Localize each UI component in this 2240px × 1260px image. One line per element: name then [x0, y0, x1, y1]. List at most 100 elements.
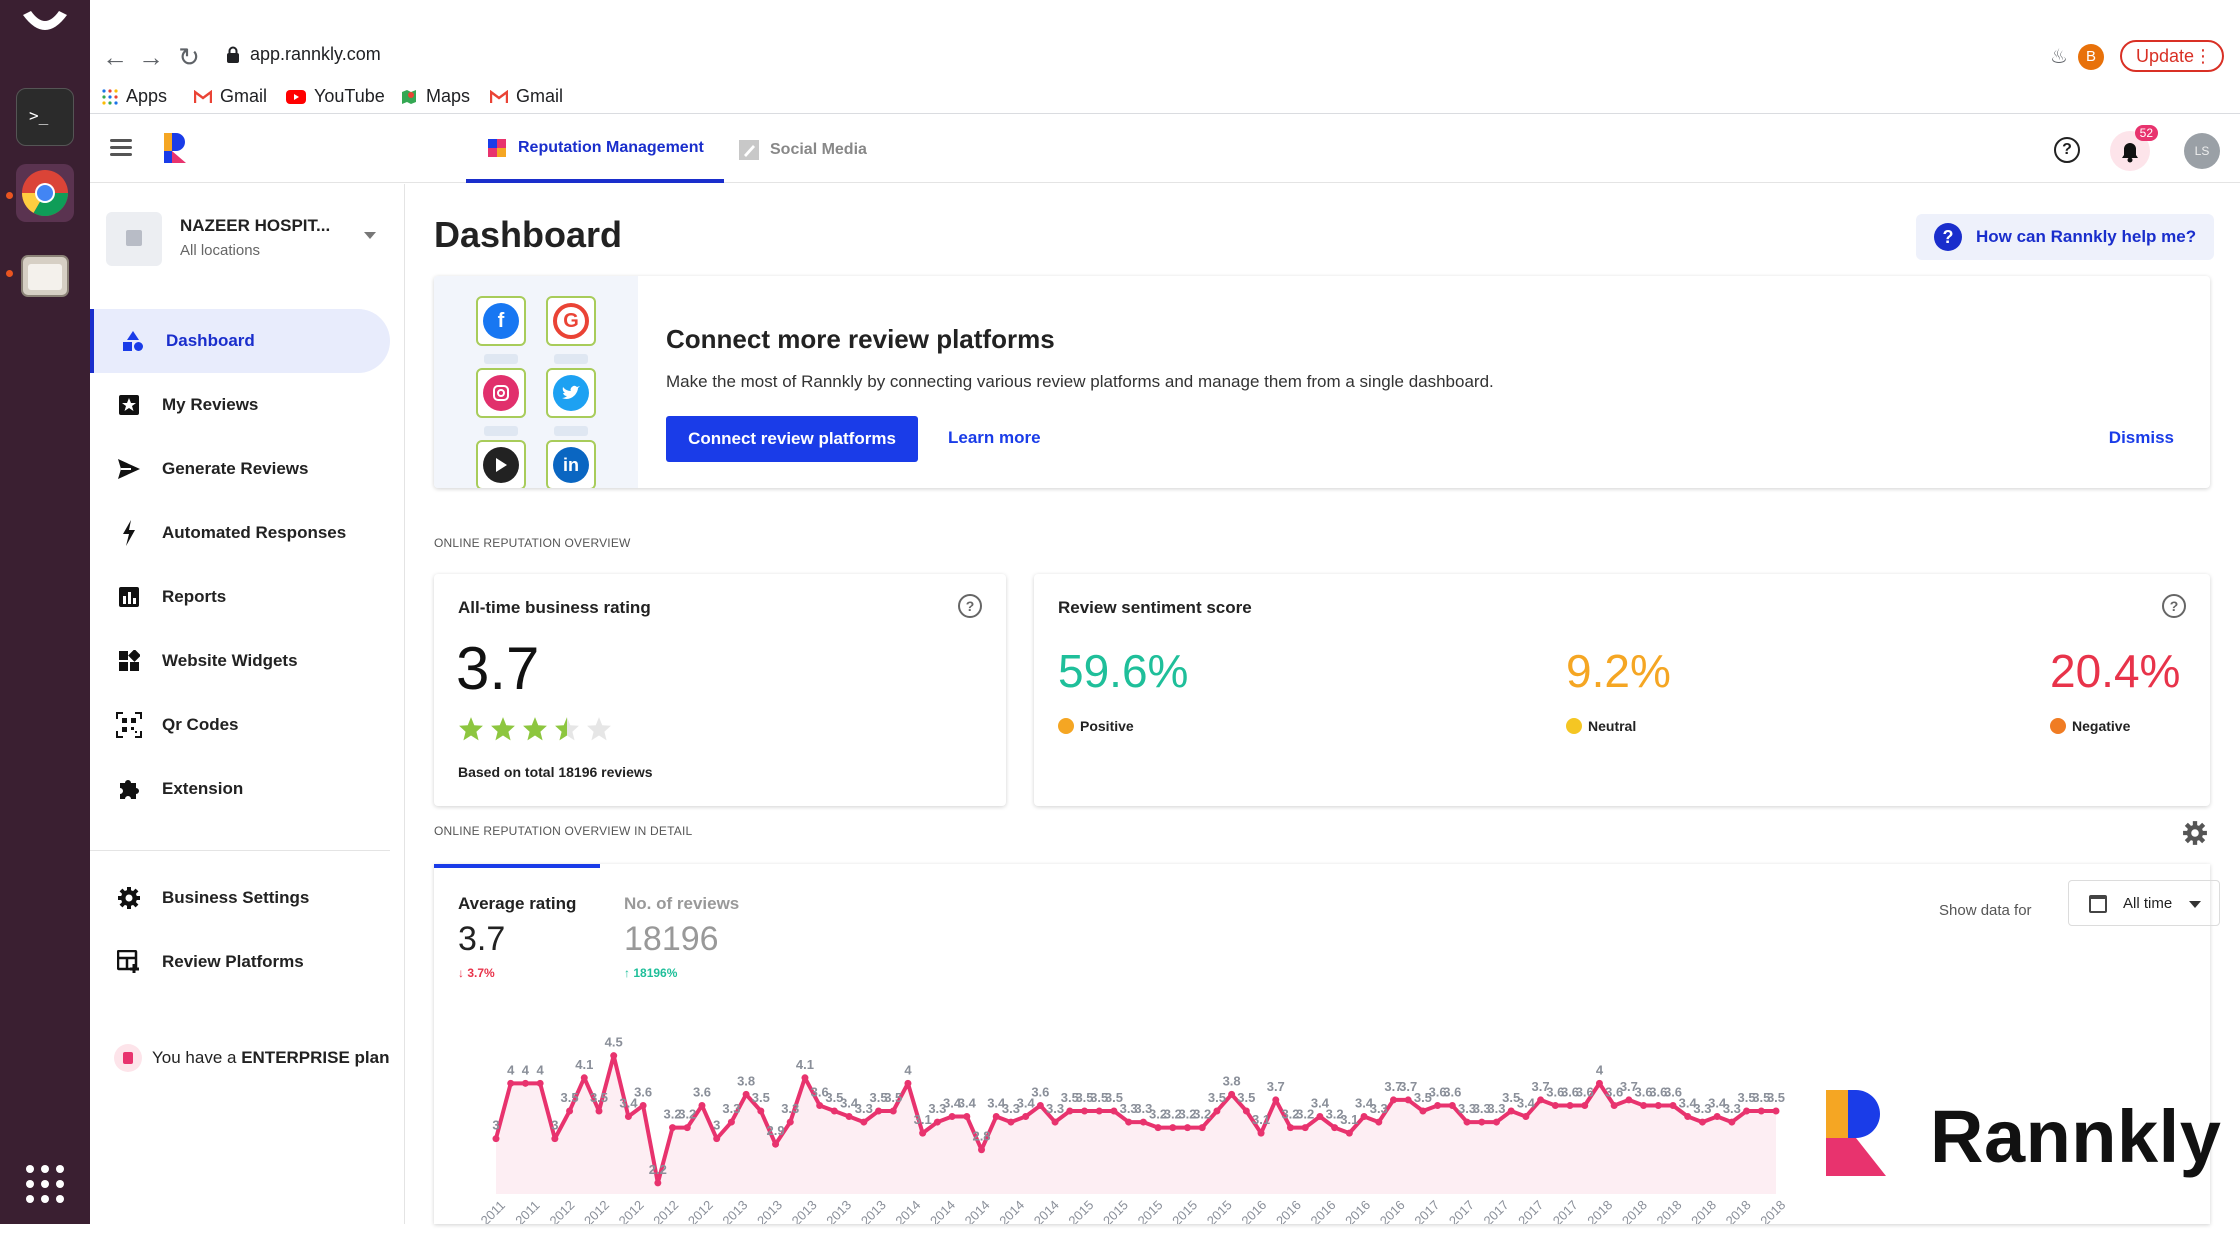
chart-point[interactable]	[830, 1107, 838, 1115]
sidebar-item-automated-responses[interactable]: Automated Responses	[90, 501, 390, 565]
chart-point[interactable]	[1610, 1101, 1618, 1109]
menu-icon[interactable]	[110, 139, 132, 157]
chart-point[interactable]	[1257, 1129, 1265, 1137]
chart-point[interactable]	[1551, 1101, 1559, 1109]
chart-point[interactable]	[654, 1179, 662, 1187]
notifications-button[interactable]	[2110, 131, 2150, 171]
chart-point[interactable]	[875, 1107, 883, 1115]
back-icon[interactable]: ←	[102, 42, 128, 72]
chart-point[interactable]	[1360, 1113, 1368, 1121]
chart-point[interactable]	[860, 1118, 868, 1126]
bookmark-gmail[interactable]: Gmail	[194, 86, 267, 107]
chart-point[interactable]	[1434, 1101, 1442, 1109]
tab-reputation-management[interactable]: Reputation Management	[466, 117, 724, 183]
chart-point[interactable]	[1051, 1118, 1059, 1126]
chart-point[interactable]	[1478, 1118, 1486, 1126]
chart-point[interactable]	[1404, 1096, 1412, 1104]
chart-point[interactable]	[1772, 1107, 1780, 1115]
chart-point[interactable]	[1448, 1101, 1456, 1109]
chart-point[interactable]	[978, 1146, 986, 1154]
chart-point[interactable]	[757, 1107, 765, 1115]
info-question-icon[interactable]: ?	[2162, 594, 2186, 618]
sidebar-item-extension[interactable]: Extension	[90, 757, 390, 821]
business-selector[interactable]: NAZEER HOSPIT... All locations	[106, 206, 386, 270]
chart-point[interactable]	[492, 1135, 500, 1143]
chart-point[interactable]	[1419, 1107, 1427, 1115]
date-range-select[interactable]: All time	[2068, 880, 2220, 926]
sidebar-item-reports[interactable]: Reports	[90, 565, 390, 629]
bookmark-youtube[interactable]: YouTube	[286, 86, 385, 107]
bookmark-gmail-2[interactable]: Gmail	[490, 86, 563, 107]
extensions-puzzle-icon[interactable]: ♨	[2050, 46, 2068, 68]
bookmark-maps[interactable]: Maps	[400, 86, 470, 107]
chart-point[interactable]	[1566, 1101, 1574, 1109]
reload-icon[interactable]: ↻	[178, 42, 200, 72]
chart-point[interactable]	[1301, 1124, 1309, 1132]
connect-review-platforms-button[interactable]: Connect review platforms	[666, 416, 918, 462]
chart-point[interactable]	[1331, 1124, 1339, 1132]
chart-point[interactable]	[536, 1079, 544, 1087]
chart-point[interactable]	[1036, 1101, 1044, 1109]
files-icon[interactable]	[16, 246, 74, 304]
chart-point[interactable]	[521, 1079, 529, 1087]
sidebar-item-website-widgets[interactable]: Website Widgets	[90, 629, 390, 693]
chart-point[interactable]	[1110, 1107, 1118, 1115]
tab-social-media[interactable]: Social Media	[738, 117, 867, 183]
chart-point[interactable]	[1022, 1113, 1030, 1121]
chart-point[interactable]	[713, 1135, 721, 1143]
chart-point[interactable]	[639, 1101, 647, 1109]
chart-point[interactable]	[1213, 1107, 1221, 1115]
chart-point[interactable]	[1463, 1118, 1471, 1126]
chart-point[interactable]	[595, 1107, 603, 1115]
sidebar-item-generate-reviews[interactable]: Generate Reviews	[90, 437, 390, 501]
chart-point[interactable]	[801, 1074, 809, 1082]
chart-point[interactable]	[580, 1074, 588, 1082]
chart-point[interactable]	[1286, 1124, 1294, 1132]
chart-point[interactable]	[742, 1090, 750, 1098]
info-question-icon[interactable]: ?	[958, 594, 982, 618]
chart-point[interactable]	[1154, 1124, 1162, 1132]
chart-point[interactable]	[1698, 1118, 1706, 1126]
chart-point[interactable]	[727, 1118, 735, 1126]
chart-point[interactable]	[1242, 1107, 1250, 1115]
learn-more-link[interactable]: Learn more	[948, 428, 1041, 447]
sidebar-item-qr-codes[interactable]: Qr Codes	[90, 693, 390, 757]
settings-gear-icon[interactable]	[2182, 820, 2208, 846]
chart-point[interactable]	[1507, 1107, 1515, 1115]
chart-point[interactable]	[551, 1135, 559, 1143]
chart-point[interactable]	[1492, 1118, 1500, 1126]
chart-point[interactable]	[507, 1079, 515, 1087]
chart-point[interactable]	[1183, 1124, 1191, 1132]
chart-point[interactable]	[1345, 1129, 1353, 1137]
chart-point[interactable]	[683, 1124, 691, 1132]
chart-point[interactable]	[1095, 1107, 1103, 1115]
bookmark-apps[interactable]: Apps	[102, 86, 167, 107]
chart-point[interactable]	[624, 1113, 632, 1121]
chart-point[interactable]	[1139, 1118, 1147, 1126]
chart-point[interactable]	[698, 1101, 706, 1109]
sidebar-item-my-reviews[interactable]: My Reviews	[90, 373, 390, 437]
terminal-icon[interactable]: >_	[16, 88, 74, 146]
help-chip-button[interactable]: ? How can Rannkly help me?	[1916, 214, 2215, 260]
chart-point[interactable]	[669, 1124, 677, 1132]
chart-point[interactable]	[1743, 1107, 1751, 1115]
chart-point[interactable]	[1389, 1096, 1397, 1104]
help-icon[interactable]: ?	[2054, 137, 2080, 163]
chart-point[interactable]	[1684, 1113, 1692, 1121]
forward-icon[interactable]: →	[138, 42, 164, 72]
chart-point[interactable]	[992, 1113, 1000, 1121]
chart-point[interactable]	[1375, 1118, 1383, 1126]
chart-point[interactable]	[933, 1118, 941, 1126]
chart-point[interactable]	[1654, 1101, 1662, 1109]
chart-point[interactable]	[1669, 1101, 1677, 1109]
chart-point[interactable]	[1228, 1090, 1236, 1098]
chart-point[interactable]	[1728, 1118, 1736, 1126]
chart-point[interactable]	[1198, 1124, 1206, 1132]
app-icon-top[interactable]	[16, 0, 74, 58]
chart-point[interactable]	[1272, 1096, 1280, 1104]
chart-point[interactable]	[1757, 1107, 1765, 1115]
chart-point[interactable]	[610, 1052, 618, 1060]
chart-point[interactable]	[1169, 1124, 1177, 1132]
chart-point[interactable]	[1713, 1113, 1721, 1121]
profile-avatar[interactable]: B	[2078, 44, 2104, 70]
